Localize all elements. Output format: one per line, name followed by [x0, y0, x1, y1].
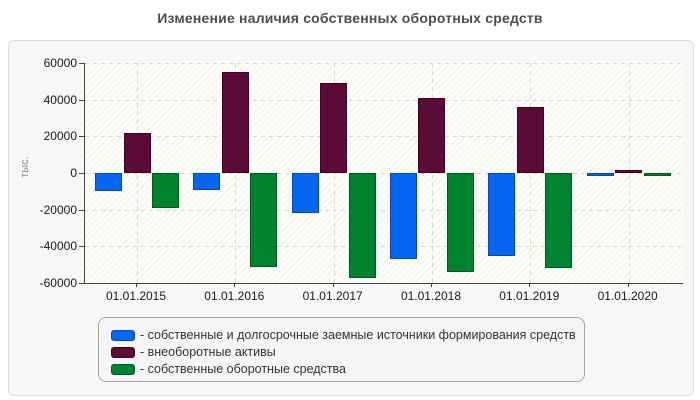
x-tick-label: 01.01.2020: [597, 289, 658, 303]
y-tick-label: -40000: [39, 239, 77, 254]
bar-blue-01.01.2015: [95, 173, 122, 192]
gridline-horizontal: [85, 209, 683, 211]
legend: - собственные и долгосрочные заемные ист…: [98, 317, 585, 382]
bar-green-01.01.2019: [545, 173, 573, 269]
y-tick-mark: [79, 283, 84, 284]
x-tick-mark: [332, 283, 334, 287]
gridline-horizontal: [85, 63, 683, 64]
legend-label: - собственные оборотные средства: [140, 362, 346, 376]
bar-blue-01.01.2017: [291, 173, 319, 214]
x-tick-mark: [136, 283, 137, 287]
legend-item: - внеоборотные активы: [111, 344, 584, 360]
y-tick-mark: [79, 209, 84, 211]
x-tick-mark: [627, 283, 629, 287]
bar-green-01.01.2020: [643, 173, 671, 176]
gridline-horizontal: [85, 136, 683, 138]
legend-item: - собственные и долгосрочные заемные ист…: [111, 327, 584, 343]
y-tick-mark: [79, 136, 84, 138]
gridline-vertical: [431, 63, 433, 283]
gridline-vertical: [333, 63, 335, 283]
gridline-vertical: [530, 63, 532, 283]
y-tick-mark: [79, 63, 84, 64]
x-tick-label: 01.01.2016: [204, 289, 265, 303]
x-tick-label: 01.01.2015: [105, 289, 167, 303]
bar-maroon-01.01.2017: [320, 83, 348, 173]
y-tick-label: 60000: [43, 56, 77, 70]
x-tick-mark: [430, 283, 432, 287]
y-tick-mark: [79, 173, 84, 174]
gridline-horizontal: [85, 99, 683, 101]
legend-swatch-blue-icon: [111, 329, 135, 341]
bar-green-01.01.2017: [348, 173, 376, 278]
bar-blue-01.01.2019: [488, 173, 516, 256]
chart-panel: тыс. 60000 40000 20000 0 -20000 -40000 -60000 …: [8, 40, 694, 396]
bar-maroon-01.01.2019: [516, 107, 544, 173]
bar-blue-01.01.2018: [389, 173, 417, 260]
x-tick-mark: [529, 283, 531, 287]
gridline-horizontal: [85, 246, 683, 248]
bar-green-01.01.2015: [152, 173, 179, 208]
x-tick-label: 01.01.2018: [400, 289, 462, 303]
bar-maroon-01.01.2015: [123, 132, 151, 173]
bar-maroon-01.01.2018: [418, 97, 446, 173]
x-tick-label: 01.01.2017: [302, 289, 363, 303]
bar-maroon-01.01.2016: [221, 72, 249, 173]
gridline-horizontal: [85, 173, 683, 174]
x-tick-mark: [234, 283, 236, 287]
y-tick-label: -60000: [39, 276, 77, 290]
y-tick-label: 0: [70, 166, 77, 180]
chart-title: Изменение наличия собственных оборотных …: [157, 10, 543, 26]
y-tick-label: -20000: [39, 202, 77, 217]
y-tick-mark: [79, 99, 84, 101]
bar-blue-01.01.2020: [586, 173, 614, 176]
y-tick-label: 20000: [43, 129, 77, 144]
gridline-vertical: [628, 63, 630, 283]
bar-maroon-01.01.2020: [615, 170, 643, 173]
x-tick-label: 01.01.2019: [499, 289, 560, 303]
bar-green-01.01.2016: [250, 173, 278, 267]
legend-swatch-maroon-icon: [111, 346, 135, 358]
legend-swatch-green-icon: [111, 363, 135, 375]
y-tick-label: 40000: [43, 92, 77, 107]
gridline-vertical: [235, 63, 237, 283]
legend-label: - собственные и долгосрочные заемные ист…: [140, 328, 576, 342]
legend-item: - собственные оборотные средства: [111, 361, 584, 377]
bar-green-01.01.2018: [446, 173, 474, 272]
legend-label: - внеоборотные активы: [140, 345, 276, 359]
y-tick-mark: [79, 246, 84, 248]
bar-blue-01.01.2016: [193, 173, 221, 190]
plot-area: [84, 63, 683, 284]
gridline-vertical: [137, 63, 138, 283]
